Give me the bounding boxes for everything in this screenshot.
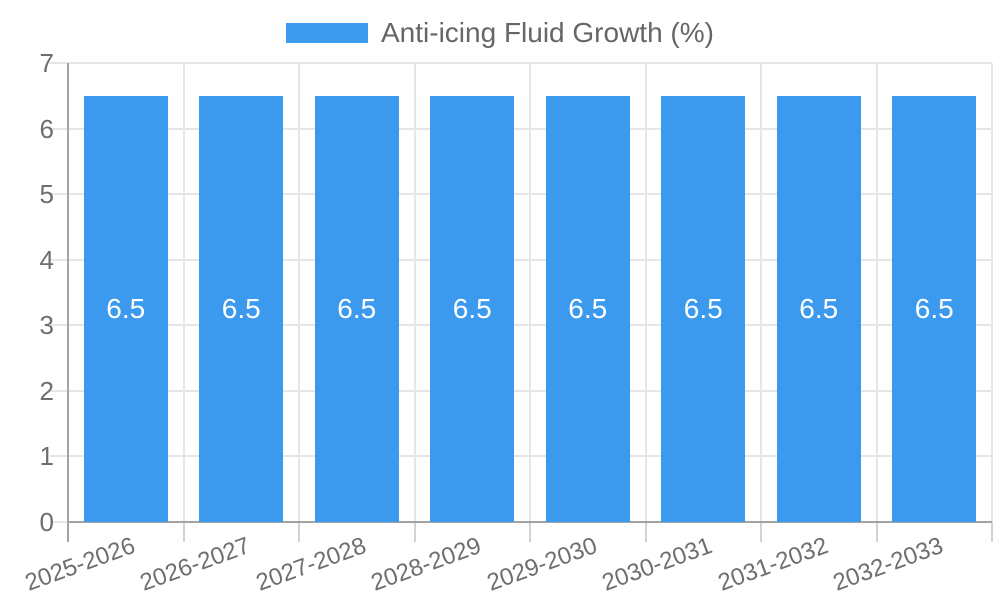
y-axis-tick xyxy=(50,193,68,196)
x-axis-tick xyxy=(529,522,531,542)
legend-swatch xyxy=(286,23,368,43)
y-tick-label: 7 xyxy=(39,48,54,78)
y-axis-tick xyxy=(50,62,68,64)
bar-value-label: 6.5 xyxy=(452,292,492,324)
y-tick-label: 4 xyxy=(39,244,54,275)
bar-2025-2026[interactable] xyxy=(83,95,168,522)
y-axis-tick xyxy=(50,324,68,327)
bar-2030-2031[interactable] xyxy=(661,95,746,522)
x-tick-label: 2027-2028 xyxy=(252,532,370,597)
y-tick-label: 2 xyxy=(39,375,54,406)
gridline-vertical xyxy=(991,63,993,522)
legend-item[interactable]: Anti-icing Fluid Growth (%) xyxy=(0,16,1000,50)
bar-value-label: 6.5 xyxy=(799,292,839,324)
x-tick-label: 2031-2032 xyxy=(714,532,832,597)
x-axis-tick xyxy=(413,522,416,542)
bar-value-label: 6.5 xyxy=(337,292,377,324)
gridline-vertical xyxy=(298,63,300,522)
x-tick-label: 2028-2029 xyxy=(368,532,486,597)
x-tick-label: 2025-2026 xyxy=(21,532,139,597)
y-axis-tick xyxy=(50,521,68,523)
y-tick-label: 0 xyxy=(39,507,54,537)
bar-2027-2028[interactable] xyxy=(314,95,399,522)
y-axis-tick xyxy=(50,258,68,261)
bar-2032-2033[interactable] xyxy=(892,95,977,522)
y-axis-tick xyxy=(50,127,68,130)
gridline-vertical xyxy=(413,63,416,522)
gridline-vertical xyxy=(529,63,531,522)
x-tick-label: 2032-2033 xyxy=(830,532,948,597)
y-tick-label: 3 xyxy=(39,310,54,341)
y-tick-label: 5 xyxy=(39,179,54,210)
gridline-vertical xyxy=(760,63,762,522)
x-axis-line xyxy=(68,521,992,523)
y-axis-tick xyxy=(50,389,68,392)
gridline-vertical xyxy=(644,63,647,522)
bar-value-label: 6.5 xyxy=(221,292,261,324)
bar-2029-2030[interactable] xyxy=(545,95,630,522)
y-tick-label: 1 xyxy=(39,441,54,472)
x-axis-tick xyxy=(67,522,69,542)
bar-2026-2027[interactable] xyxy=(199,95,284,522)
x-axis-tick xyxy=(298,522,300,542)
x-tick-label: 2029-2030 xyxy=(483,532,601,597)
x-axis-tick xyxy=(644,522,647,542)
bar-2031-2032[interactable] xyxy=(776,95,861,522)
y-axis-line xyxy=(67,63,69,522)
x-axis-tick xyxy=(760,522,762,542)
x-tick-label: 2030-2031 xyxy=(599,532,717,597)
bar-2028-2029[interactable] xyxy=(430,95,515,522)
x-tick-label: 2026-2027 xyxy=(137,532,255,597)
legend-label: Anti-icing Fluid Growth (%) xyxy=(381,16,714,48)
y-axis-tick xyxy=(50,455,68,458)
x-axis-tick xyxy=(182,522,185,542)
bar-value-label: 6.5 xyxy=(914,292,954,324)
gridline-vertical xyxy=(875,63,878,522)
gridline-vertical xyxy=(182,63,185,522)
bar-value-label: 6.5 xyxy=(683,292,723,324)
x-axis-tick xyxy=(991,522,993,542)
x-axis-tick xyxy=(875,522,878,542)
y-tick-label: 6 xyxy=(39,113,54,144)
bar-value-label: 6.5 xyxy=(106,292,146,324)
bar-value-label: 6.5 xyxy=(568,292,608,324)
